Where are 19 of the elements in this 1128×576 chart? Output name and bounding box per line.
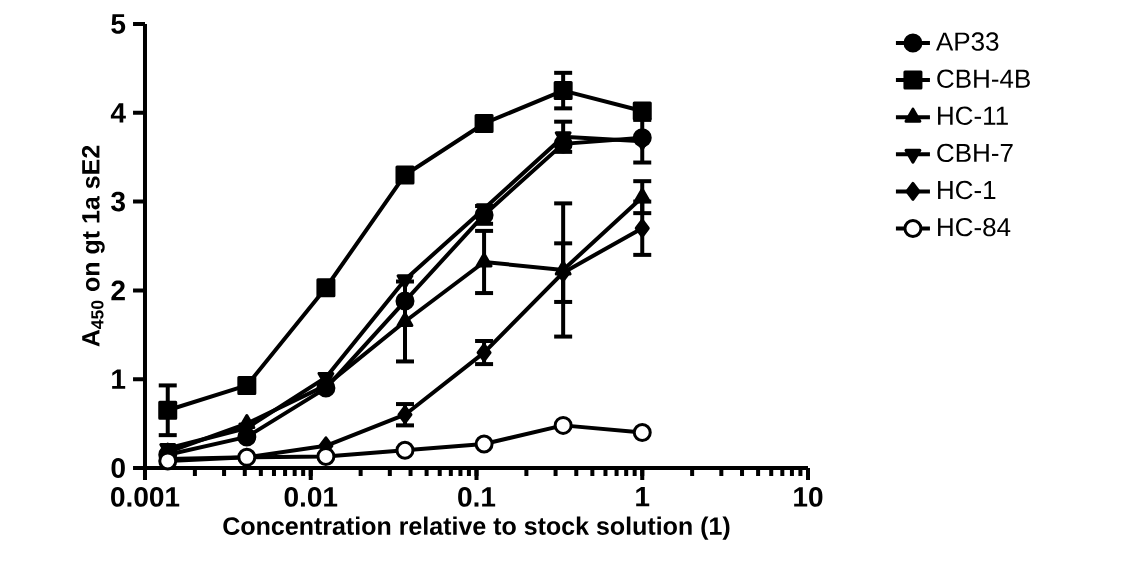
x-tick-label: 10 (794, 487, 823, 507)
legend-label: HC-84 (938, 217, 1011, 237)
legend-label: CBH-4B (937, 69, 1030, 88)
y-tick-label: 1 (112, 369, 126, 389)
y-tick-label: 4 (110, 103, 126, 123)
x-tick-label: 0.01 (284, 487, 338, 507)
x-tick-label: 1 (636, 487, 650, 507)
legend-label: AP33 (936, 32, 999, 51)
legend-label: HC-11 (938, 106, 1008, 125)
legend-label: HC-1 (938, 180, 996, 200)
y-tick-label: 2 (111, 280, 125, 301)
y-tick-label: 0 (111, 458, 125, 478)
x-tick-label: 0.1 (458, 487, 496, 507)
legend-label: CBH-7 (937, 143, 1013, 163)
y-tick-label: 3 (111, 191, 125, 212)
y-tick-label: 5 (111, 14, 126, 34)
y-axis-title: A$_{450}$ on gt 1a sE2 (81, 145, 105, 347)
x-axis-title: Concentration relative to stock solution (1) (223, 516, 730, 540)
x-tick-label: 0.001 (111, 487, 180, 507)
